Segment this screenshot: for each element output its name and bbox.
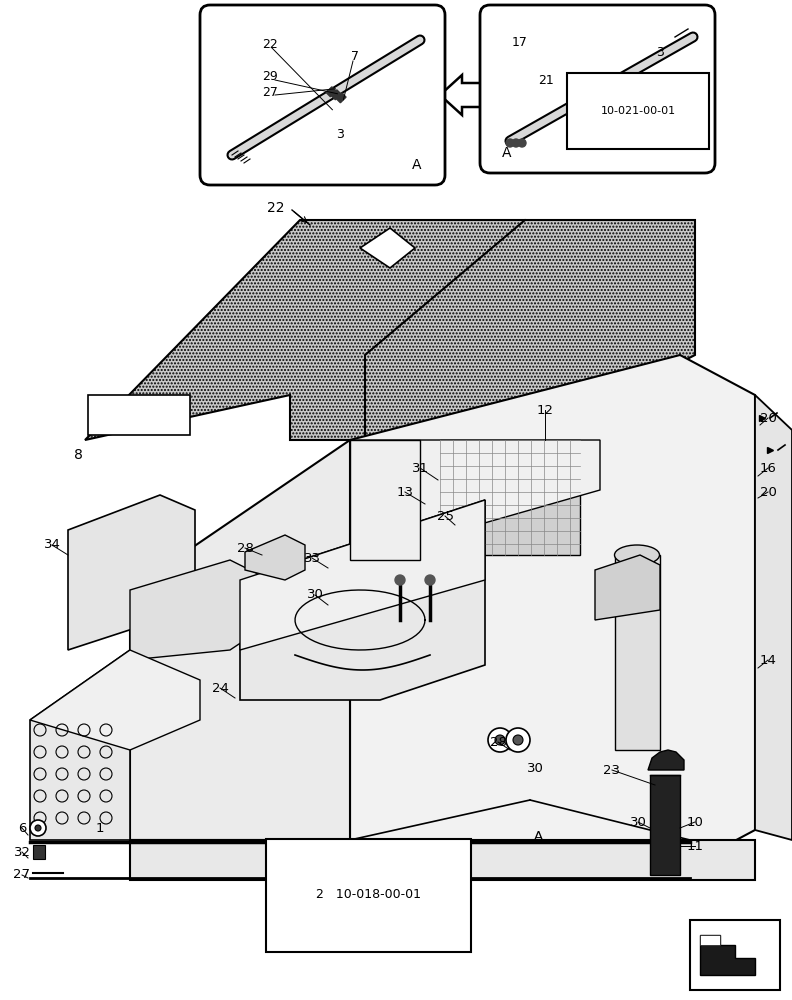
Circle shape [495, 735, 505, 745]
Text: 2   10-018-00-01: 2 10-018-00-01 [315, 888, 421, 902]
Polygon shape [88, 395, 190, 435]
Text: 6: 6 [17, 822, 26, 834]
Polygon shape [30, 650, 200, 750]
Text: 12: 12 [536, 403, 554, 416]
FancyBboxPatch shape [200, 5, 445, 185]
Circle shape [30, 820, 46, 836]
Circle shape [518, 139, 526, 147]
Text: A: A [534, 830, 543, 842]
Circle shape [512, 139, 520, 147]
Polygon shape [130, 560, 260, 660]
Polygon shape [650, 775, 680, 875]
Circle shape [395, 575, 405, 585]
Polygon shape [130, 440, 350, 840]
Text: 10: 10 [687, 816, 703, 828]
Bar [331, 90, 341, 100]
Polygon shape [85, 220, 525, 440]
Text: 25: 25 [436, 510, 454, 522]
Polygon shape [350, 440, 420, 560]
Polygon shape [240, 500, 485, 650]
Text: 17: 17 [512, 36, 528, 49]
Text: 24: 24 [211, 682, 228, 694]
Text: 22: 22 [262, 38, 278, 51]
Text: 31: 31 [412, 462, 428, 475]
Text: 20: 20 [760, 412, 776, 424]
Text: A: A [413, 158, 422, 172]
Polygon shape [30, 650, 130, 840]
Polygon shape [440, 440, 580, 555]
Polygon shape [440, 75, 485, 115]
Bar [33, 845, 45, 859]
Circle shape [35, 825, 41, 831]
Polygon shape [700, 935, 755, 975]
Circle shape [488, 728, 512, 752]
Polygon shape [350, 440, 600, 530]
FancyBboxPatch shape [480, 5, 715, 173]
Text: 28: 28 [237, 542, 253, 554]
Text: 13: 13 [397, 486, 413, 498]
Text: 3: 3 [336, 128, 344, 141]
Text: 11: 11 [687, 840, 703, 852]
Polygon shape [350, 355, 755, 870]
Text: 32: 32 [13, 846, 31, 858]
Bar [690, 920, 780, 990]
Polygon shape [240, 500, 485, 700]
Text: 7: 7 [351, 50, 359, 64]
Text: 33: 33 [303, 552, 321, 564]
Text: 8: 8 [74, 448, 82, 462]
Circle shape [513, 735, 523, 745]
Text: 1: 1 [96, 822, 105, 834]
Text: 27: 27 [13, 868, 31, 882]
Text: 21: 21 [538, 74, 554, 87]
Ellipse shape [615, 545, 660, 565]
Circle shape [506, 139, 514, 147]
Text: 10-021-00-01: 10-021-00-01 [600, 106, 676, 116]
Text: 22: 22 [268, 201, 285, 215]
Text: 30: 30 [630, 816, 646, 828]
Polygon shape [68, 495, 195, 650]
Polygon shape [365, 220, 695, 440]
Polygon shape [615, 555, 660, 750]
Text: 27: 27 [262, 86, 278, 99]
Polygon shape [755, 395, 792, 840]
Polygon shape [595, 555, 660, 620]
Text: 30: 30 [307, 588, 323, 601]
Text: 30: 30 [527, 762, 543, 774]
Text: 3: 3 [656, 46, 664, 60]
Circle shape [425, 575, 435, 585]
Circle shape [506, 728, 530, 752]
Text: 29: 29 [262, 70, 278, 84]
Bar [336, 93, 346, 103]
Text: 34: 34 [44, 538, 60, 552]
Text: 14: 14 [760, 654, 776, 666]
Text: 23: 23 [604, 764, 620, 776]
Circle shape [588, 89, 597, 99]
Text: A: A [502, 146, 512, 160]
Text: 28: 28 [489, 736, 506, 748]
Circle shape [596, 89, 607, 99]
Polygon shape [360, 228, 415, 268]
Polygon shape [130, 840, 755, 880]
Polygon shape [700, 935, 720, 945]
Text: 16: 16 [760, 462, 776, 475]
Polygon shape [245, 535, 305, 580]
Bar [326, 87, 336, 97]
Text: 20: 20 [760, 486, 776, 498]
Polygon shape [648, 750, 684, 770]
